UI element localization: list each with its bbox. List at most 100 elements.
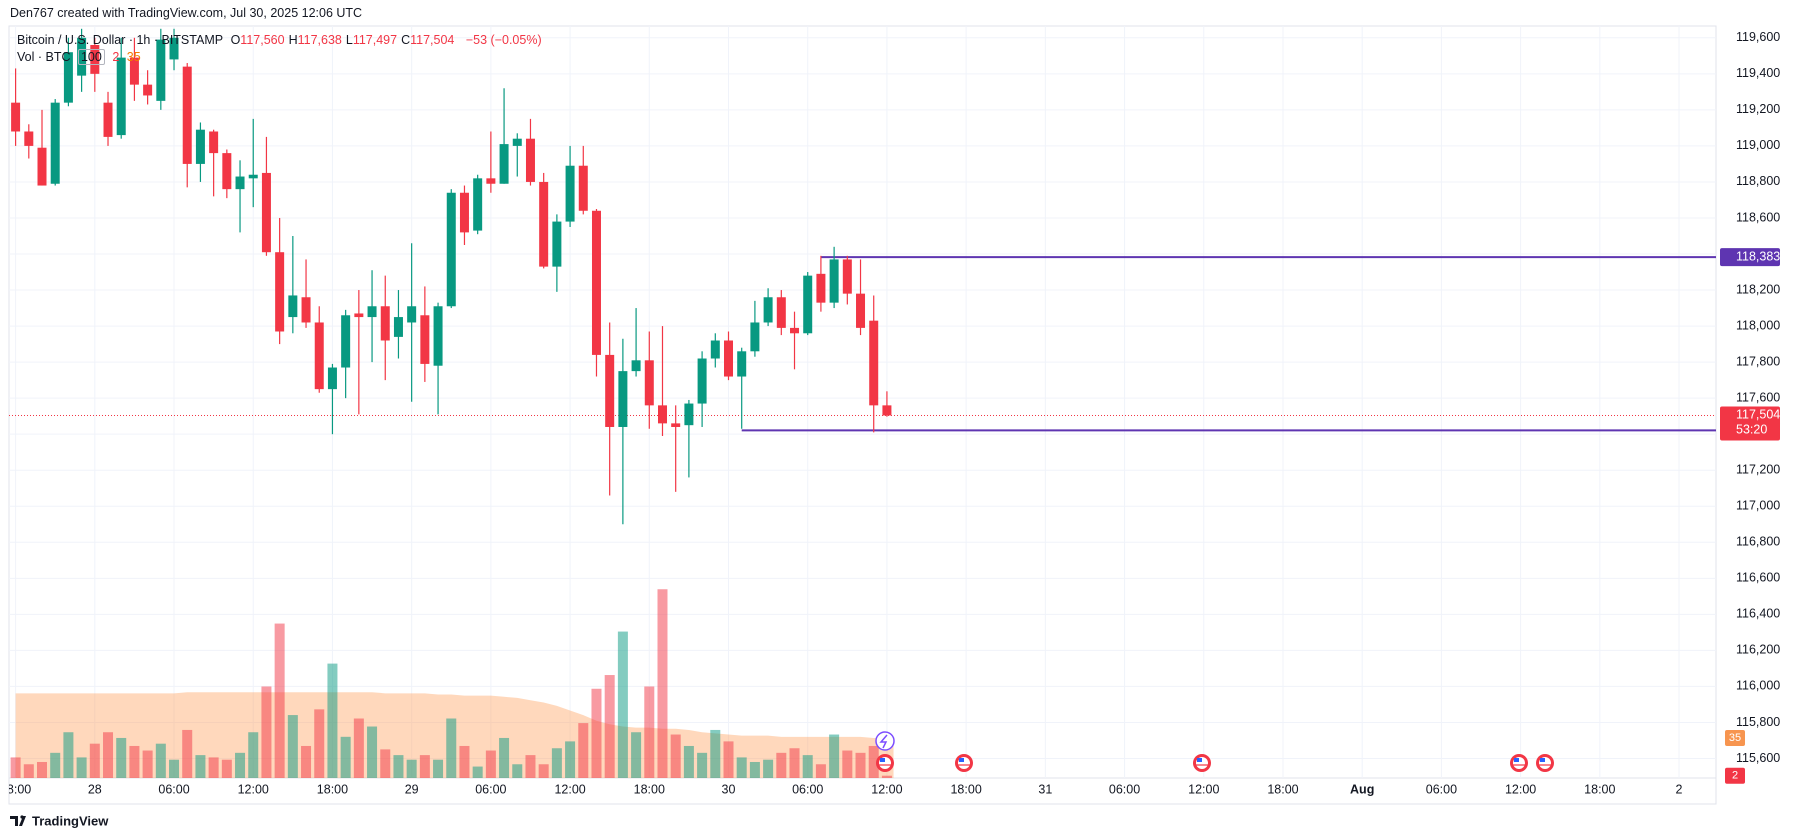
volume-bar	[591, 688, 602, 778]
candle-body	[407, 306, 417, 323]
y-tick-label: 118,800	[1736, 174, 1780, 188]
volume-bar	[723, 741, 734, 778]
volume-bar	[617, 631, 628, 778]
candle-body	[367, 306, 377, 318]
candle-body	[143, 84, 153, 96]
candle-body	[341, 315, 351, 368]
ohlc-value: 117,497	[352, 33, 398, 47]
volume-value: 2	[112, 50, 120, 64]
candle-body	[578, 165, 588, 211]
event-icons	[875, 731, 1554, 772]
volume-bar	[23, 764, 34, 778]
x-tick-label: 18:00	[950, 782, 981, 796]
countdown-label: 53:20	[1736, 423, 1767, 437]
candle-body	[829, 259, 839, 303]
ohlc-key: L	[345, 33, 353, 47]
y-tick-label: 118,200	[1736, 282, 1780, 296]
volume-bar	[76, 757, 87, 778]
candle-body	[697, 358, 707, 404]
candle-body	[380, 306, 390, 341]
volume-bar	[855, 752, 866, 778]
volume-bar	[433, 759, 444, 778]
candle-body	[869, 320, 879, 406]
x-tick-label: 06:00	[1109, 782, 1140, 796]
x-tick-label: 06:00	[792, 782, 823, 796]
volume-bar	[155, 743, 166, 778]
candle-body	[433, 306, 443, 366]
x-tick-label: 31	[1038, 782, 1052, 796]
x-tick-label: 12:00	[871, 782, 902, 796]
symbol-line: Bitcoin / U.S. Dollar · 1h · BITSTAMP O1…	[17, 33, 546, 47]
ohlc-key: H	[288, 33, 298, 47]
candle-body	[156, 39, 166, 101]
volume-bar	[63, 732, 74, 778]
plot-area	[9, 28, 1716, 778]
volume-bar	[763, 759, 774, 778]
candle-body	[803, 275, 813, 334]
volume-bar	[314, 709, 325, 778]
candle-body	[50, 102, 60, 184]
last-price-badge	[1720, 406, 1780, 441]
volume-bar	[815, 764, 826, 778]
volume-bar	[406, 759, 417, 778]
volume-length: 100	[77, 49, 105, 65]
candle-body	[446, 192, 456, 307]
y-tick-label: 117,000	[1736, 499, 1780, 513]
candle-body	[499, 144, 509, 184]
candle-body	[486, 178, 496, 184]
x-tick-label: 06:00	[475, 782, 506, 796]
logo-mark	[10, 816, 26, 826]
volume-bar	[538, 764, 549, 778]
candle-body	[763, 297, 773, 323]
y-tick-label: 118,600	[1736, 210, 1780, 224]
candle-body	[103, 102, 113, 137]
volume-bar	[367, 726, 378, 778]
candle-body	[209, 131, 219, 154]
level-badge-bg	[1720, 248, 1780, 267]
volume-bar	[604, 675, 615, 778]
volume-bar	[842, 750, 853, 778]
x-tick-label: 30	[722, 782, 736, 796]
candle-body	[644, 360, 654, 406]
volume-bar	[551, 748, 562, 778]
candle-body	[710, 340, 720, 359]
volume-bar	[142, 750, 153, 778]
volume-bar	[393, 755, 404, 778]
level-label: 118,383	[1736, 249, 1780, 263]
volume-ma-badge-label: 35	[1729, 732, 1741, 744]
candle-body	[301, 297, 311, 323]
x-axis: 18:00 28 06:00 12:00 18:00 29 06:00 12:00 18:00 3…	[9, 782, 1683, 796]
candle-body	[552, 221, 562, 267]
x-tick-label: 18:00	[1267, 782, 1298, 796]
candle-body	[248, 174, 258, 179]
volume-bar	[182, 729, 193, 778]
candle-body	[354, 313, 364, 318]
y-axis: 115,600 115,800 116,000 116,200 116,400 116,6…	[1720, 30, 1780, 784]
volume-bar	[749, 761, 760, 778]
candle-body	[459, 192, 469, 233]
volume-bar	[10, 757, 21, 778]
ohlc-key: C	[401, 33, 411, 47]
candle-body	[222, 153, 232, 190]
candle-body	[525, 138, 535, 182]
symbol: Bitcoin / U.S. Dollar · 1h · BITSTAMP	[17, 33, 224, 47]
x-tick-label: 28	[88, 782, 102, 796]
volume-bar	[776, 752, 787, 778]
ohlc: O117,560 H117,638 L117,497 C117,504	[231, 33, 459, 47]
candle-body	[235, 176, 245, 190]
y-tick-label: 116,000	[1736, 679, 1780, 693]
volume-bar	[380, 749, 391, 778]
volume-bar	[631, 732, 642, 778]
volume-bar	[169, 759, 180, 778]
y-tick-label: 118,000	[1736, 318, 1780, 332]
volume-bar	[274, 623, 285, 778]
volume-bar	[459, 745, 470, 778]
candle-body	[63, 52, 73, 103]
volume-title: Vol · BTC	[17, 50, 71, 64]
x-tick-label: 18:00	[317, 782, 348, 796]
y-tick-label: 117,200	[1736, 463, 1780, 477]
volume-bar	[116, 737, 127, 778]
y-tick-label: 117,600	[1736, 390, 1780, 404]
footer-logo: TradingView	[10, 813, 109, 828]
